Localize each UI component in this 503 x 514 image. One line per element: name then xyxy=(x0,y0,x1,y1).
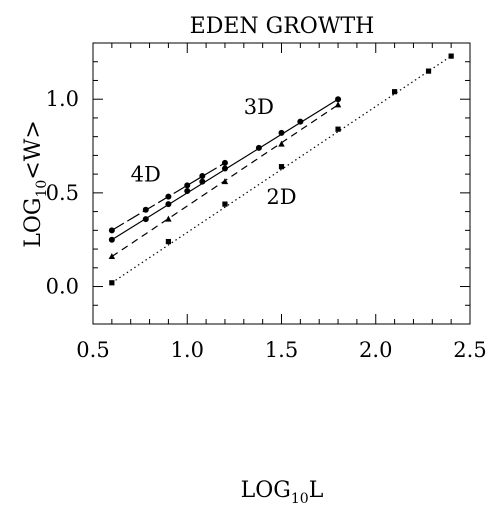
data-point-series-2 xyxy=(278,140,285,147)
data-point-4d xyxy=(108,227,115,234)
x-axis-label: LOG10L xyxy=(241,478,324,507)
data-point-series-2 xyxy=(165,215,172,222)
annotation-label-3d: 3D xyxy=(244,95,274,119)
y-axis-ticks: 0.0 0.5 1.0 xyxy=(46,42,470,325)
annotation-label-4d: 4D xyxy=(131,163,161,187)
data-point-3d xyxy=(255,144,262,151)
data-point-2d xyxy=(392,89,398,95)
x-tick-label: 2.0 xyxy=(359,338,392,362)
data-point-3d xyxy=(278,129,285,136)
chart-title: EDEN GROWTH xyxy=(190,14,375,39)
data-point-4d xyxy=(184,182,191,189)
data-point-3d xyxy=(108,236,115,243)
data-point-2d xyxy=(109,280,115,286)
data-point-4d xyxy=(142,206,149,213)
data-point-4d xyxy=(165,193,172,200)
data-point-3d xyxy=(165,201,172,208)
x-tick-label: 1.5 xyxy=(265,338,298,362)
data-point-2d xyxy=(448,53,454,59)
annotation-label-2d: 2D xyxy=(266,185,296,209)
y-axis-label: LOG10<W> xyxy=(21,120,50,248)
data-point-2d xyxy=(425,68,432,74)
y-tick-label: 0.5 xyxy=(46,181,79,205)
data-point-2d xyxy=(165,238,171,245)
annotation-layer: 4D 3D 2D xyxy=(131,95,297,209)
data-point-3d xyxy=(221,165,228,172)
data-point-3d xyxy=(184,187,191,194)
data-point-series-2 xyxy=(334,101,342,108)
data-point-3d xyxy=(335,96,342,103)
y-tick-label: 1.0 xyxy=(46,87,79,111)
data-point-3d xyxy=(297,118,304,125)
x-tick-label: 1.0 xyxy=(171,338,204,362)
data-point-series-2 xyxy=(108,253,116,260)
data-point-4d xyxy=(199,173,206,180)
data-point-series-2 xyxy=(221,178,229,185)
data-point-3d xyxy=(142,216,149,223)
x-tick-label: 0.5 xyxy=(76,338,109,362)
x-axis-ticks: 0.5 1.0 1.5 2.0 2.5 xyxy=(76,43,487,362)
series-line-2d xyxy=(111,55,452,284)
data-point-2d xyxy=(278,164,285,170)
data-point-2d xyxy=(222,201,228,207)
x-tick-label: 2.5 xyxy=(453,338,486,362)
data-point-4d xyxy=(221,159,228,166)
series-layer xyxy=(108,53,454,286)
y-tick-label: 0.0 xyxy=(46,275,79,299)
data-point-2d xyxy=(335,126,341,132)
data-point-3d xyxy=(199,178,206,185)
